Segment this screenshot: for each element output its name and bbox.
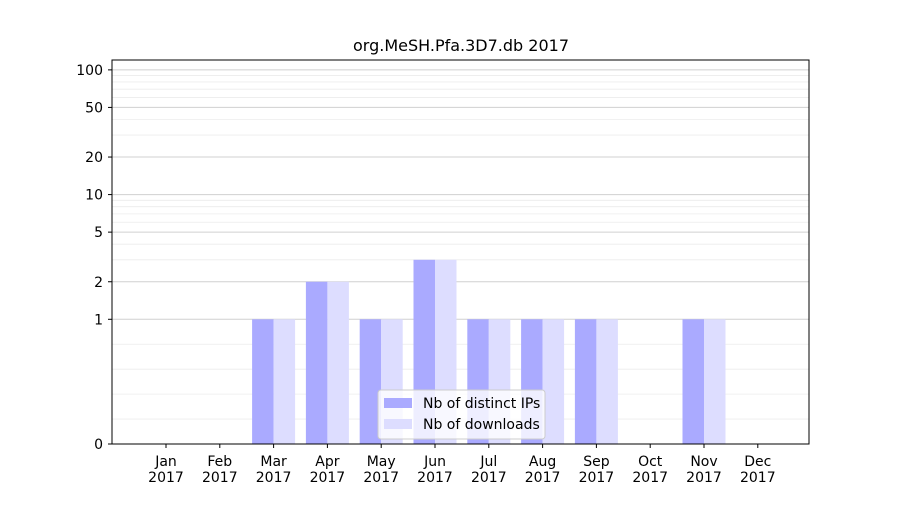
x-tick-label: 2017: [148, 470, 184, 486]
bar: [252, 319, 274, 444]
legend: Nb of distinct IPs Nb of downloads: [377, 389, 546, 440]
x-tick-label: 2017: [579, 470, 615, 486]
x-tick-label: 2017: [471, 470, 507, 486]
bar: [359, 319, 382, 444]
x-tick-label: May: [367, 454, 396, 470]
y-tick-label: 50: [85, 100, 103, 116]
bar: [273, 319, 296, 444]
bar: [574, 319, 597, 444]
x-tick-label: Jul: [479, 454, 497, 470]
y-tick-label: 2: [94, 275, 103, 291]
x-tick-label: 2017: [525, 470, 561, 486]
x-tick-label: Oct: [638, 454, 663, 470]
x-tick-label: Nov: [690, 454, 717, 470]
legend-swatch: [384, 419, 412, 429]
x-axis: Jan2017Feb2017Mar2017Apr2017May2017Jun20…: [148, 444, 776, 486]
x-tick-label: 2017: [310, 470, 346, 486]
x-tick-label: 2017: [256, 470, 292, 486]
x-tick-label: Mar: [260, 454, 287, 470]
x-tick-label: Jan: [154, 454, 177, 470]
grid: [112, 69, 809, 445]
bar: [596, 319, 618, 444]
y-tick-label: 100: [76, 63, 103, 79]
y-tick-label: 20: [85, 150, 103, 166]
y-tick-label: 0: [94, 437, 103, 453]
x-tick-label: 2017: [363, 470, 399, 486]
legend-box: [377, 389, 546, 440]
y-tick-label: 5: [94, 225, 103, 241]
legend-swatch: [384, 398, 412, 408]
x-tick-label: Feb: [207, 454, 232, 470]
x-tick-label: Dec: [744, 454, 771, 470]
y-axis: 0 1 2 5 10 20 50 100: [76, 63, 112, 453]
bar: [327, 281, 349, 444]
plot-frame: [111, 59, 810, 445]
bar: [682, 319, 704, 444]
x-tick-label: 2017: [202, 470, 238, 486]
x-tick-label: 2017: [417, 470, 453, 486]
legend-label: Nb of distinct IPs: [423, 396, 540, 412]
y-tick-label: 10: [85, 188, 103, 204]
x-tick-label: 2017: [632, 470, 668, 486]
x-tick-label: Apr: [315, 454, 339, 470]
x-tick-label: Sep: [583, 454, 610, 470]
x-tick-label: 2017: [740, 470, 776, 486]
x-tick-label: Jun: [423, 454, 446, 470]
x-tick-label: Aug: [529, 454, 556, 470]
bar: [542, 319, 565, 444]
bar: [704, 319, 726, 444]
x-tick-label: 2017: [686, 470, 722, 486]
chart-title: org.MeSH.Pfa.3D7.db 2017: [353, 36, 569, 55]
legend-label: Nb of downloads: [423, 417, 540, 433]
bar: [305, 281, 328, 444]
y-tick-label: 1: [94, 312, 103, 328]
